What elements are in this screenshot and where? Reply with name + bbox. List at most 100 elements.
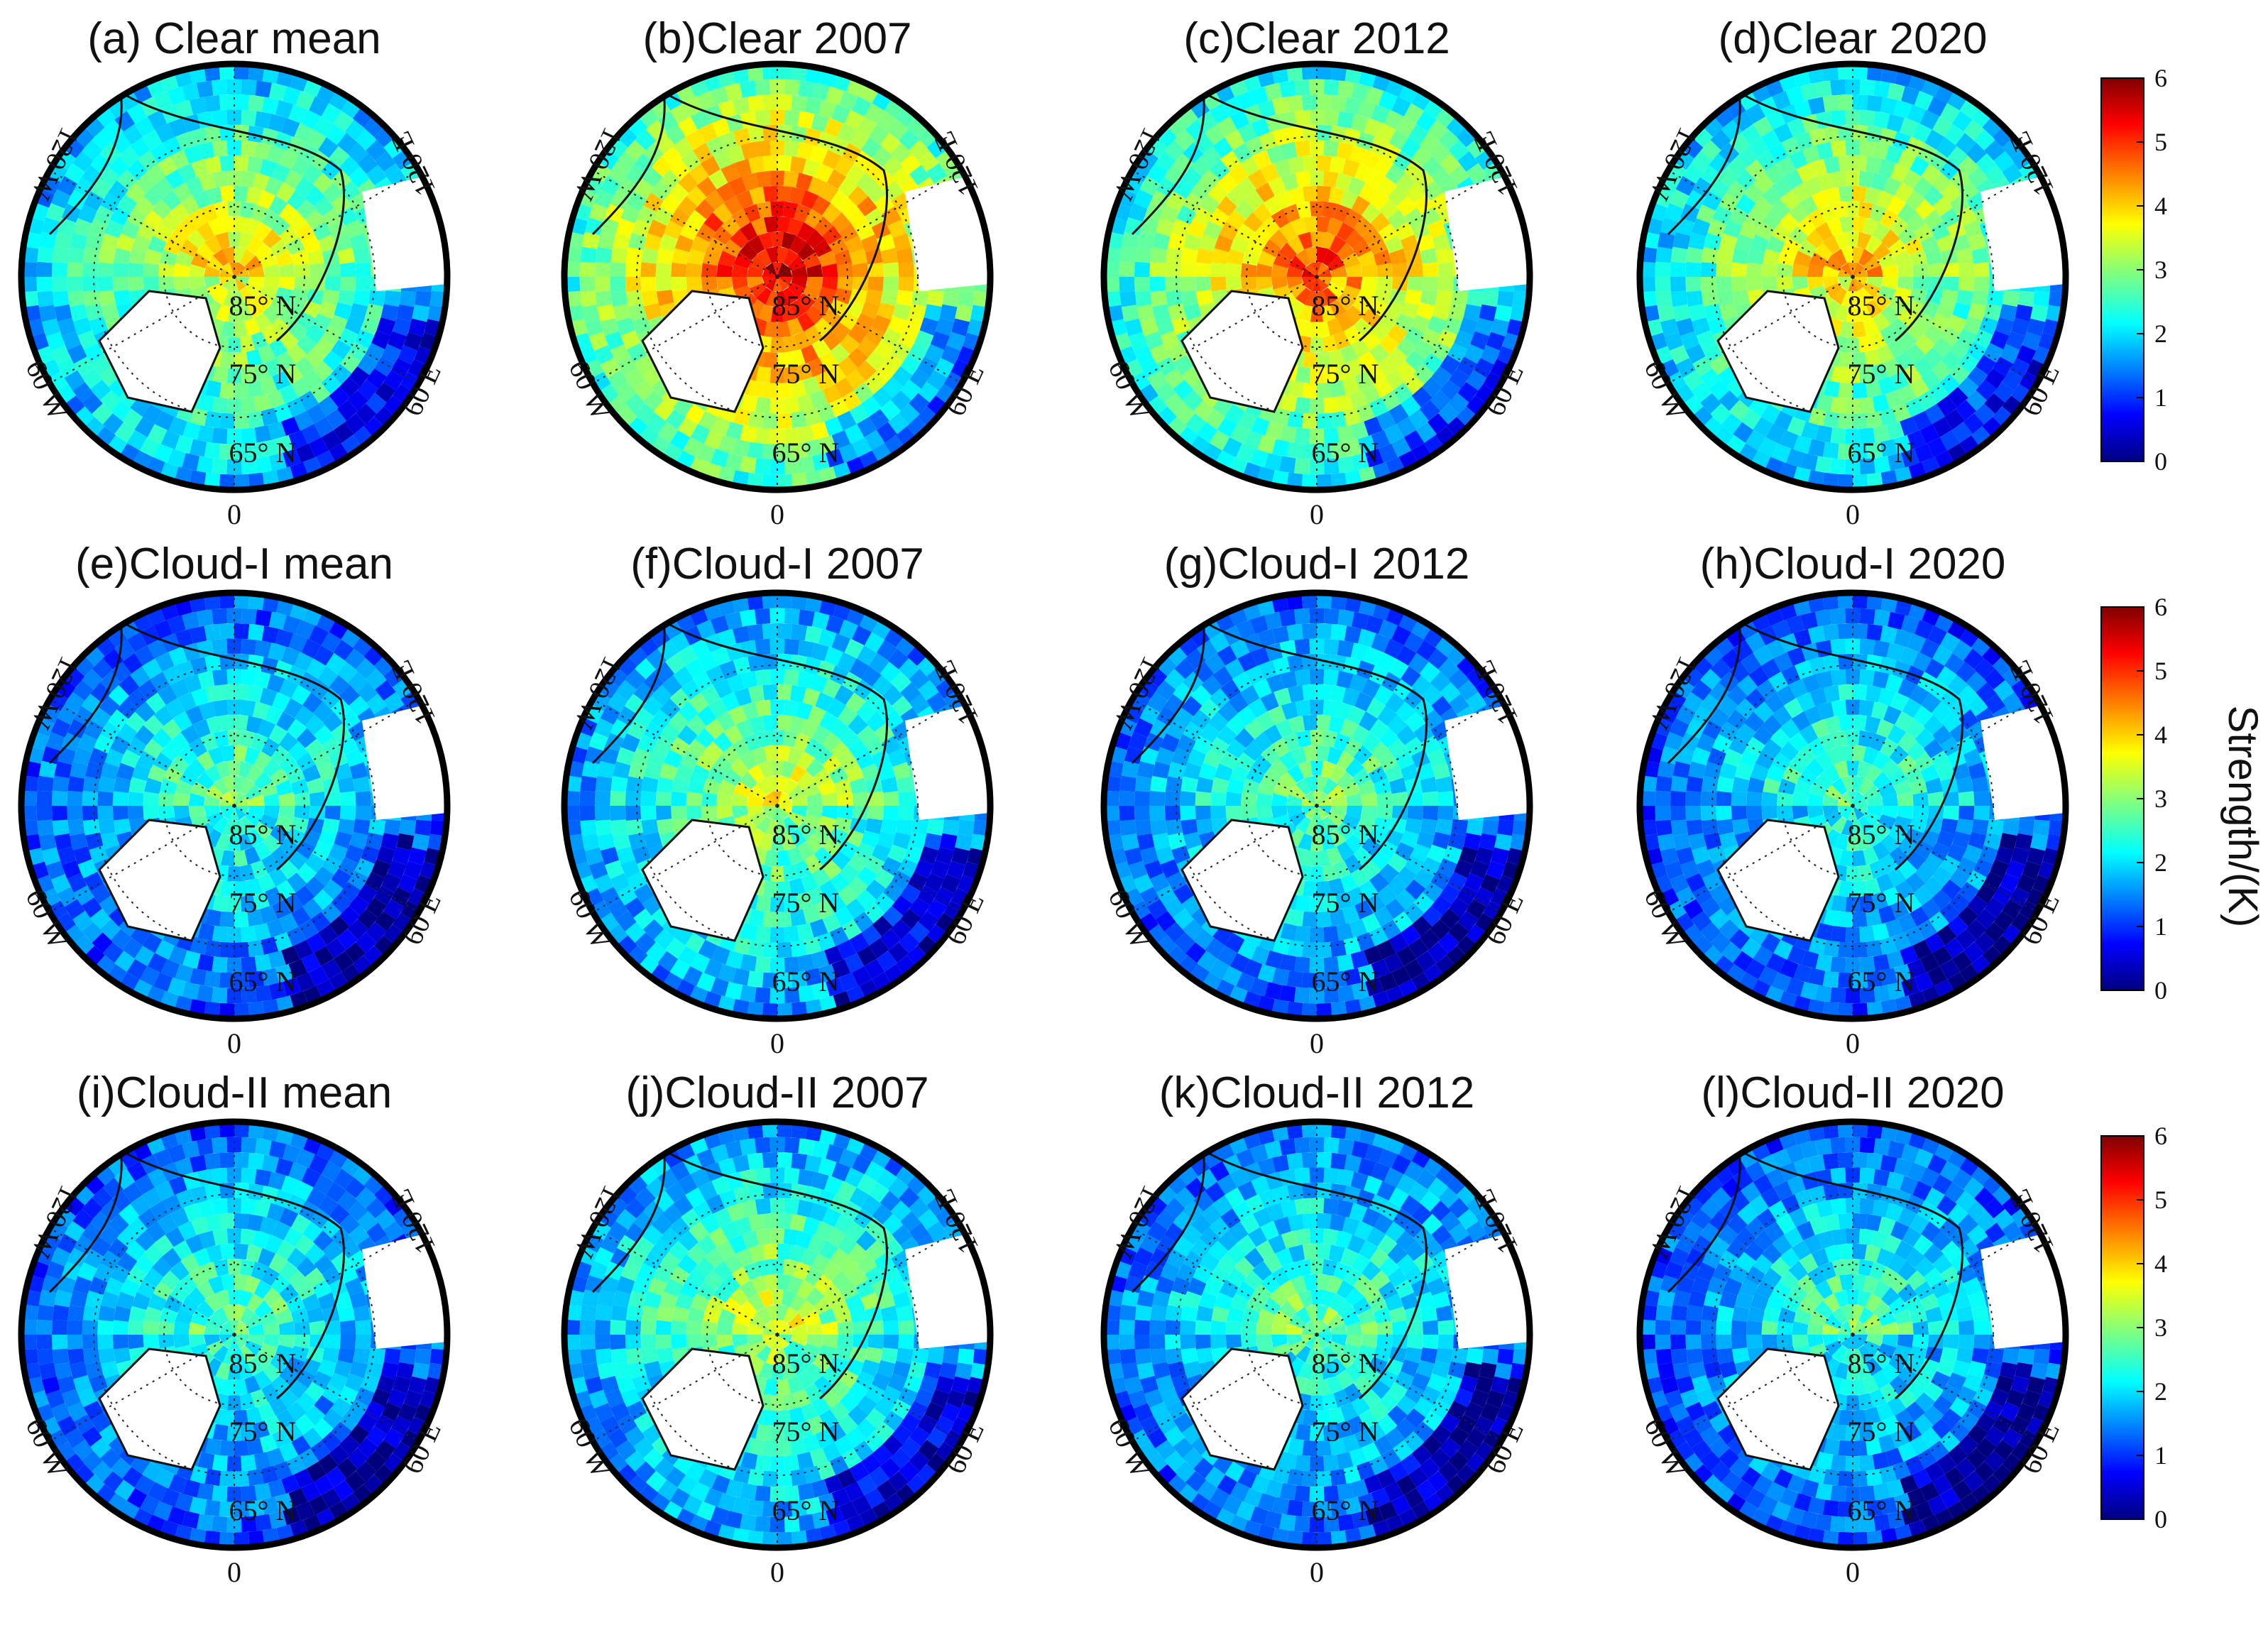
- field-cell: [196, 221, 215, 241]
- field-cell: [1366, 169, 1386, 190]
- field-cell: [251, 860, 268, 880]
- field-cell: [168, 417, 187, 437]
- field-cell: [1718, 390, 1740, 412]
- field-cell: [403, 860, 423, 880]
- field-cell: [600, 175, 620, 196]
- field-cell: [1413, 169, 1435, 190]
- field-cell: [899, 658, 920, 679]
- field-cell: [855, 313, 875, 332]
- field-cell: [1305, 775, 1317, 792]
- field-cell: [1373, 288, 1392, 305]
- field-cell: [1930, 221, 1951, 241]
- field-cell: [892, 302, 911, 321]
- field-cell: [99, 671, 121, 693]
- field-cell: [1249, 615, 1269, 634]
- field-cell: [1171, 316, 1190, 336]
- field-cell: [1664, 332, 1684, 351]
- field-cell: [935, 317, 955, 337]
- field-cell: [1327, 811, 1345, 828]
- field-cell: [1330, 125, 1347, 143]
- strength-field: [21, 593, 447, 1019]
- field-cell: [802, 905, 821, 924]
- field-cell: [765, 775, 777, 792]
- field-cell: [1275, 718, 1293, 738]
- field-cell: [349, 302, 368, 321]
- field-cell: [57, 887, 77, 907]
- field-cell: [1435, 955, 1457, 977]
- field-cell: [222, 819, 234, 836]
- field-cell: [1921, 369, 1941, 390]
- field-cell: [151, 199, 172, 219]
- field-cell: [1266, 674, 1285, 693]
- field-cell: [1416, 831, 1435, 849]
- field-cell: [206, 784, 224, 800]
- field-cell: [234, 155, 249, 172]
- field-cell: [1227, 777, 1245, 794]
- field-cell: [844, 638, 865, 659]
- greenland-landmass: [98, 290, 221, 413]
- field-cell: [380, 304, 399, 322]
- field-cell: [149, 672, 170, 692]
- field-cell: [640, 791, 657, 806]
- field-cell: [1992, 126, 2014, 148]
- field-cell: [906, 645, 928, 667]
- field-cell: [344, 648, 366, 670]
- field-cell: [588, 202, 608, 222]
- field-cell: [1999, 304, 2017, 322]
- field-cell: [366, 165, 388, 186]
- field-cell: [306, 129, 327, 151]
- field-cell: [212, 669, 228, 686]
- field-cell: [355, 791, 371, 806]
- field-cell: [918, 381, 939, 403]
- field-cell: [797, 425, 815, 443]
- field-cell: [831, 633, 851, 653]
- field-cell: [227, 866, 241, 882]
- field-cell: [804, 97, 823, 115]
- field-cell: [1197, 640, 1218, 661]
- field-cell: [1287, 411, 1304, 429]
- field-cell: [821, 202, 842, 224]
- field-cell: [52, 775, 70, 792]
- field-cell: [1741, 124, 1762, 145]
- field-cell: [81, 368, 102, 389]
- field-cell: [722, 767, 742, 787]
- field-cell: [1356, 403, 1376, 423]
- field-cell: [1863, 217, 1880, 236]
- field-cell: [796, 892, 813, 910]
- field-cell: [900, 682, 921, 704]
- field-cell: [270, 216, 291, 236]
- field-cell: [777, 262, 790, 277]
- field-cell: [696, 443, 716, 464]
- field-cell: [248, 970, 265, 988]
- field-cell: [285, 765, 305, 784]
- field-cell: [1288, 187, 1305, 205]
- field-cell: [352, 106, 374, 128]
- field-cell: [381, 873, 402, 893]
- field-cell: [1176, 204, 1196, 225]
- field-cell: [1225, 714, 1247, 735]
- field-cell: [1195, 247, 1214, 264]
- field-cell: [1466, 819, 1484, 836]
- greenland-landmass: [1180, 290, 1304, 413]
- field-cell: [852, 262, 869, 277]
- field-cell: [1304, 277, 1317, 292]
- field-cell: [1670, 290, 1688, 307]
- field-cell: [1411, 915, 1432, 937]
- field-cell: [1317, 623, 1332, 640]
- field-cell: [168, 646, 187, 666]
- meridian-line: [49, 805, 235, 913]
- field-cell: [926, 924, 948, 946]
- field-cell: [190, 936, 208, 956]
- field-cell: [344, 119, 366, 141]
- field-cell: [1841, 246, 1853, 263]
- field-cell: [1819, 203, 1836, 223]
- field-cell: [1951, 111, 1973, 132]
- field-cell: [1863, 317, 1880, 337]
- field-cell: [861, 924, 882, 946]
- field-cell: [865, 855, 885, 875]
- field-cell: [1971, 290, 1989, 307]
- field-cell: [777, 880, 792, 897]
- field-cell: [803, 781, 821, 797]
- field-cell: [1702, 416, 1724, 438]
- field-cell: [1225, 791, 1242, 806]
